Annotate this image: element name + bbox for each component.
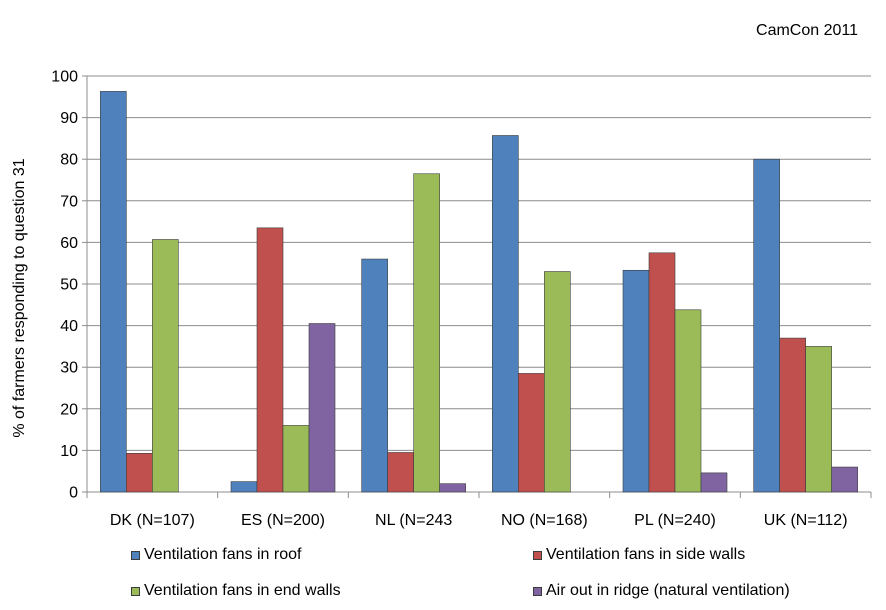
axes bbox=[82, 75, 872, 498]
bar bbox=[648, 252, 676, 493]
bar bbox=[700, 472, 728, 493]
bar bbox=[308, 323, 336, 493]
y-tick-label: 70 bbox=[60, 193, 78, 210]
bar bbox=[753, 158, 780, 493]
bar bbox=[387, 452, 414, 493]
bar bbox=[518, 373, 545, 493]
x-tick-label: DK (N=107) bbox=[110, 512, 195, 529]
y-tick-label: 10 bbox=[60, 443, 78, 460]
y-tick-label: 0 bbox=[69, 485, 78, 502]
x-tick-label: UK (N=112) bbox=[764, 512, 848, 529]
bar bbox=[282, 425, 310, 493]
x-tick-label: NL (N=243 bbox=[375, 512, 452, 529]
bar bbox=[779, 337, 806, 493]
y-tick-label: 80 bbox=[60, 152, 78, 169]
y-tick-label: 20 bbox=[60, 401, 78, 418]
x-tick-label: NO (N=168) bbox=[501, 512, 588, 529]
y-tick-label: 40 bbox=[60, 318, 78, 335]
y-tick-label: 100 bbox=[51, 69, 78, 86]
y-tick-label: 50 bbox=[60, 277, 78, 294]
x-tick-label: ES (N=200) bbox=[241, 512, 325, 529]
bar bbox=[439, 483, 466, 493]
bar bbox=[674, 309, 702, 493]
y-tick-label: 60 bbox=[60, 235, 78, 252]
bars bbox=[100, 91, 858, 493]
bar bbox=[622, 269, 650, 493]
chart-credit: CamCon 2011 bbox=[756, 22, 858, 39]
bar bbox=[413, 173, 440, 493]
bar bbox=[152, 239, 179, 493]
bar bbox=[100, 91, 127, 493]
bar bbox=[831, 466, 858, 493]
x-tick-label: PL (N=240) bbox=[634, 512, 716, 529]
y-axis-label: % of farmers responding to question 31 bbox=[11, 158, 28, 437]
bar bbox=[126, 453, 153, 493]
y-tick-label: 90 bbox=[60, 110, 78, 127]
y-tick-label: 30 bbox=[60, 360, 78, 377]
bar bbox=[492, 135, 519, 493]
gridlines bbox=[87, 75, 871, 451]
x-tick-labels: DK (N=107) ES (N=200) NL (N=243 NO (N=168) P… bbox=[110, 512, 848, 529]
bar bbox=[805, 346, 832, 493]
bar bbox=[230, 481, 258, 493]
bar bbox=[256, 227, 284, 493]
y-tick-labels: 0 10 20 30 40 50 60 70 80 90 100 bbox=[51, 69, 78, 502]
bar bbox=[544, 271, 571, 493]
bar bbox=[361, 258, 388, 493]
